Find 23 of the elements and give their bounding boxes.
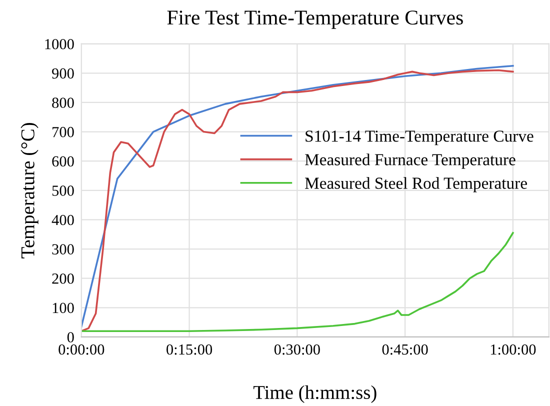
legend-label: Measured Steel Rod Temperature — [305, 177, 527, 192]
y-tick-label: 0 — [67, 332, 74, 342]
x-tick-label: 0:30:00 — [274, 344, 320, 355]
y-tick-label: 700 — [52, 126, 74, 138]
chart-title: Fire Test Time-Temperature Curves — [167, 10, 463, 29]
x-tick-label: 0:00:00 — [58, 344, 104, 355]
y-tick-label: 300 — [52, 244, 74, 254]
y-tick-label: 600 — [52, 156, 74, 167]
y-tick-label: 500 — [52, 186, 74, 196]
y-axis-title: Temperature (°C) — [20, 123, 38, 258]
legend-label: Measured Furnace Temperature — [305, 154, 516, 169]
legend-label: S101-14 Time-Temperature Curve — [306, 130, 534, 146]
x-axis-title: Time (h:mm:ss) — [253, 385, 376, 403]
y-tick-label: 100 — [52, 302, 74, 314]
y-tick-label: 1000 — [45, 38, 74, 50]
x-tick-label: 0:45:00 — [382, 344, 428, 355]
x-tick-label: 0:15:00 — [166, 344, 212, 355]
y-tick-label: 900 — [52, 68, 74, 79]
line-series — [81, 232, 514, 332]
y-tick-label: 200 — [52, 273, 74, 284]
x-tick-label: 1:00:00 — [490, 344, 536, 355]
y-tick-label: 800 — [52, 98, 74, 108]
y-tick-label: 400 — [52, 214, 74, 226]
